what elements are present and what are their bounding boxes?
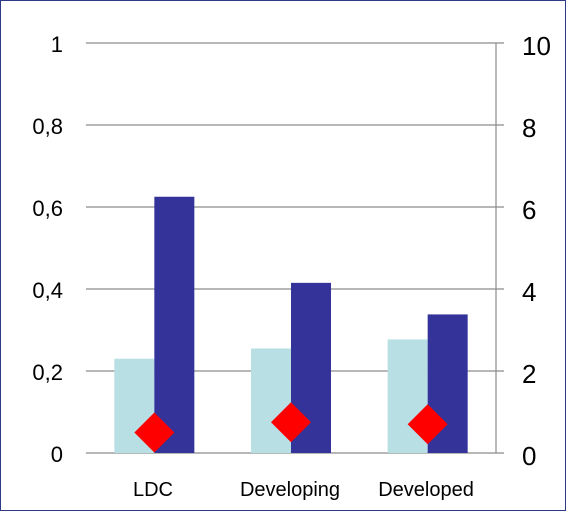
left-tick-label: 0,2 — [32, 360, 63, 385]
bar — [154, 196, 195, 453]
right-tick-label: 4 — [522, 277, 536, 307]
bar — [251, 348, 291, 453]
right-tick-label: 10 — [522, 31, 551, 61]
markers — [134, 402, 448, 453]
left-tick-label: 0,6 — [32, 196, 63, 221]
right-tick-label: 0 — [522, 441, 536, 471]
left-tick-label: 0 — [51, 442, 63, 467]
diamond-marker — [407, 404, 448, 445]
right-axis-ticks: 0 2 4 6 8 10 — [522, 31, 551, 471]
category-label-developed: Developed — [378, 479, 474, 501]
left-tick-label: 0,8 — [32, 114, 63, 139]
left-tick-label: 1 — [51, 32, 63, 57]
right-tick-label: 6 — [522, 195, 536, 225]
category-label-developing: Developing — [240, 479, 340, 501]
left-tick-label: 0,4 — [32, 278, 63, 303]
left-axis-ticks: 0 0,2 0,4 0,6 0,8 1 — [32, 32, 63, 467]
diamond-marker — [271, 402, 311, 443]
category-labels: LDC Developing Developed — [133, 479, 474, 501]
right-tick-label: 2 — [522, 359, 536, 389]
diamond-marker — [134, 412, 175, 453]
category-label-ldc: LDC — [133, 479, 173, 501]
right-tick-label: 8 — [522, 113, 536, 143]
